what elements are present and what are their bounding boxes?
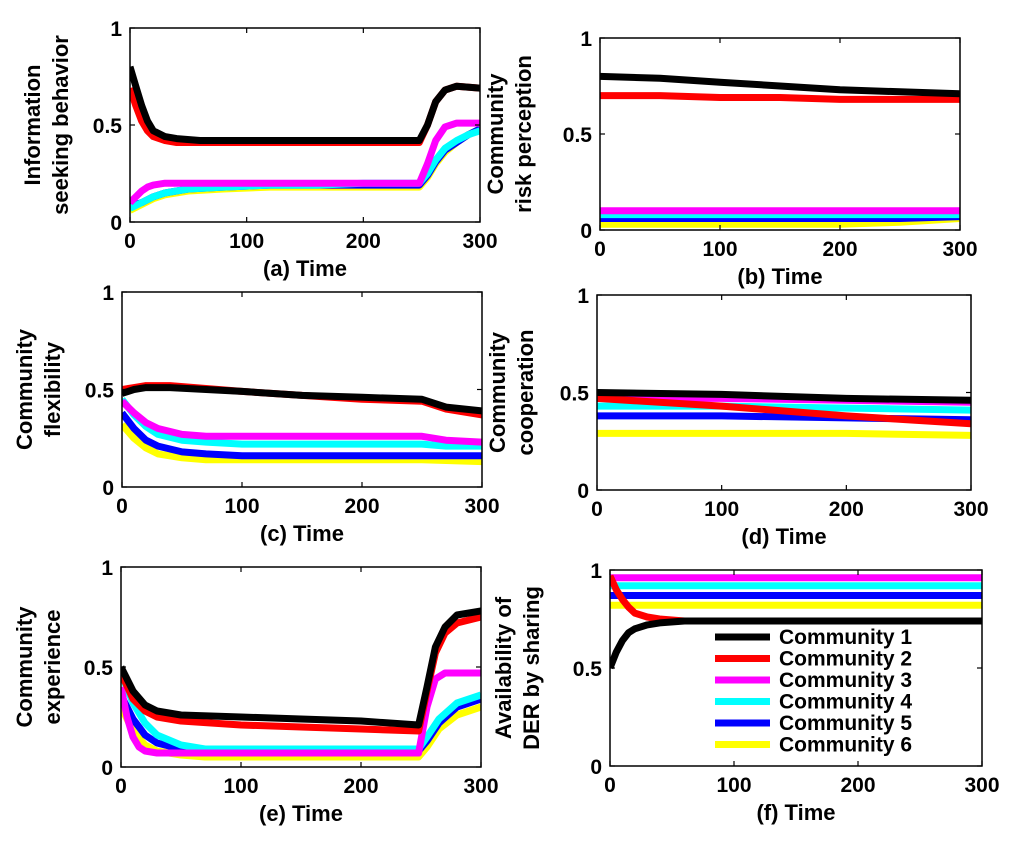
panel-f-xtick-label: 0	[604, 774, 616, 797]
panel-d-series-community-6	[597, 429, 971, 439]
panel-f-xtick-label: 100	[716, 774, 751, 797]
panel-d-xtick-label: 100	[704, 498, 739, 521]
panel-b-ytick-label: 0	[580, 220, 592, 243]
panel-d-ytick-label: 1	[577, 285, 589, 308]
panel-f-xlabel: (f) Time	[756, 800, 835, 825]
panel-e-series-community-4	[121, 671, 481, 753]
panel-c-xtick-label: 300	[464, 495, 499, 518]
panel-a: 0 100 200 300 0 0.5 1 (a) Time Information seekin…	[20, 18, 498, 281]
panel-a-xtick-label: 0	[124, 230, 136, 253]
panel-e-ytick-label: 0	[101, 757, 113, 780]
panel-e-ytick-label: 0.5	[84, 657, 114, 680]
panel-e-xtick-label: 0	[115, 775, 127, 798]
panel-d-xlabel: (d) Time	[741, 524, 826, 549]
panel-e-ylabel-line-2: experience	[40, 610, 65, 725]
panel-e-series-group	[121, 607, 481, 761]
panel-f-ytick-label: 1	[590, 560, 602, 583]
panel-e-series-community-1	[121, 607, 481, 729]
panel-c-series-community-5	[122, 410, 482, 460]
panel-b-xlabel: (b) Time	[737, 264, 822, 289]
panel-e-ylabel-line-1: Community	[12, 606, 37, 728]
panel-d-series-community-1	[597, 389, 971, 404]
panel-b-xtick-label: 100	[702, 238, 737, 261]
panel-a-xtick-label: 200	[346, 230, 381, 253]
panel-b-series-group	[600, 72, 960, 228]
panel-a-series-community-2	[130, 82, 480, 146]
panel-c-series-community-6	[122, 422, 482, 466]
legend-label-4: Community 4	[779, 691, 912, 714]
panel-b-xtick-label: 300	[942, 238, 977, 261]
panel-f-ytick-label: 0.5	[573, 658, 603, 681]
panel-f-ylabel-line-1: Availability of	[491, 596, 516, 739]
panel-c-ytick-label: 1	[102, 282, 114, 305]
panel-d-xtick-label: 300	[953, 498, 988, 521]
panel-d-series-community-2	[597, 394, 971, 428]
panel-e-xtick-label: 300	[463, 775, 498, 798]
panel-b-ytick-label: 0.5	[563, 124, 593, 147]
legend-label-6: Community 6	[779, 734, 912, 757]
panel-d-xtick-label: 0	[591, 498, 603, 521]
panel-d-series-group	[597, 389, 971, 439]
panel-e-series-community-3	[121, 669, 481, 757]
panel-d-ytick-label: 0	[577, 480, 589, 503]
panel-a-series-community-3	[130, 119, 480, 206]
panel-d-ytick-label: 0.5	[560, 383, 590, 406]
panel-f-series-group	[610, 574, 982, 670]
legend-label-5: Community 5	[779, 712, 912, 735]
panel-f-xtick-label: 200	[840, 774, 875, 797]
panel-a-xtick-label: 100	[229, 230, 264, 253]
panel-a-ytick-label: 1	[110, 18, 122, 41]
panel-c-ytick-label: 0.5	[85, 380, 115, 403]
panel-a-series-community-1	[130, 65, 480, 144]
panel-a-series-group	[130, 65, 480, 214]
panel-b: 0 100 200 300 0 0.5 1 (b) Time Community risk per…	[483, 28, 978, 289]
panel-b-ytick-label: 1	[580, 28, 592, 51]
panel-a-ytick-label: 0.5	[93, 115, 123, 138]
panel-a-xtick-label: 300	[462, 230, 497, 253]
legend-label-2: Community 2	[779, 648, 912, 671]
panel-a-ylabel-line-2: seeking behavior	[48, 35, 73, 215]
panel-c-series-community-1	[122, 384, 482, 415]
panel-f-series-community-1	[610, 617, 982, 670]
panel-d-series-community-4	[597, 402, 971, 414]
panel-f-ytick-label: 0	[590, 756, 602, 779]
panel-b-series-community-1	[600, 72, 960, 98]
panel-b-axes-box	[599, 37, 961, 231]
panel-c-series-community-3	[122, 398, 482, 446]
panel-b-series-community-2	[600, 92, 960, 103]
panel-b-xtick-label: 0	[594, 238, 606, 261]
panel-c-ylabel-line-1: Community	[12, 328, 37, 450]
panel-d: 0 100 200 300 0 0.5 1 (d) Time Community cooperat…	[485, 285, 989, 549]
legend-label-3: Community 3	[779, 669, 912, 692]
panel-b-ylabel-line-2: risk perception	[511, 55, 536, 213]
panel-c: 0 100 200 300 0 0.5 1 (c) Time Community flexibil…	[12, 282, 500, 546]
panel-e-xtick-label: 100	[223, 775, 258, 798]
panel-a-ylabel-line-1: Information	[20, 65, 45, 186]
panel-c-xtick-label: 200	[344, 495, 379, 518]
panel-a-xlabel: (a) Time	[263, 256, 347, 281]
panel-b-xtick-label: 200	[822, 238, 857, 261]
panel-c-xlabel: (c) Time	[260, 521, 344, 546]
panel-f-ylabel-line-2: DER by sharing	[519, 586, 544, 750]
panel-d-ylabel-line-1: Community	[485, 331, 510, 453]
panel-c-ylabel-line-2: flexibility	[40, 341, 65, 437]
panel-e-xlabel: (e) Time	[259, 801, 343, 826]
panel-e: 0 100 200 300 0 0.5 1 (e) Time Community experien…	[12, 557, 499, 826]
panel-e-xtick-label: 200	[343, 775, 378, 798]
panel-f: 0 100 200 300 0 0.5 1 (f) Time Availability of DE…	[491, 560, 1000, 825]
panel-b-ylabel-line-1: Community	[483, 73, 508, 195]
panel-c-series-group	[122, 382, 482, 466]
panel-c-ytick-label: 0	[102, 477, 114, 500]
panel-c-xtick-label: 0	[116, 495, 128, 518]
panel-c-xtick-label: 100	[224, 495, 259, 518]
panel-d-xtick-label: 200	[829, 498, 864, 521]
panel-a-ytick-label: 0	[110, 212, 122, 235]
legend-label-1: Community 1	[779, 626, 912, 649]
panel-d-ylabel-line-2: cooperation	[513, 330, 538, 456]
panel-e-ytick-label: 1	[101, 557, 113, 580]
panel-f-xtick-label: 300	[964, 774, 999, 797]
